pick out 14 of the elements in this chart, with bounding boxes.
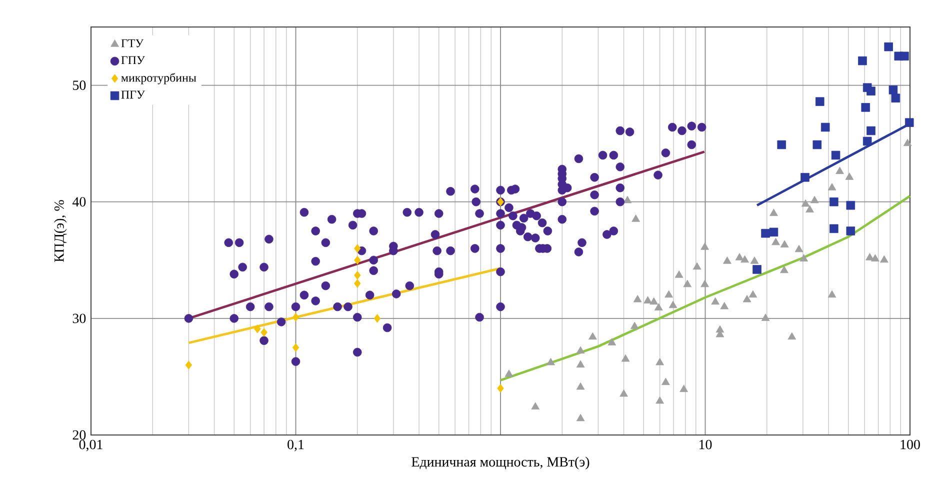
x-tick-label: 0,1	[288, 440, 304, 452]
y-tick-label: 20	[72, 430, 86, 440]
legend-label: ГТУ	[121, 39, 144, 48]
legend-label: микротурбины	[121, 73, 196, 84]
y-tick-label: 30	[72, 314, 86, 324]
y-tick-label: 50	[73, 80, 86, 90]
legend-label: ГПУ	[121, 56, 145, 64]
legend-label: ПГУ	[121, 90, 145, 99]
x-tick-label: 10	[700, 440, 712, 450]
x-axis-title: Единичная мощность, МВт(э)	[412, 456, 590, 470]
x-tick-label: 100	[900, 440, 920, 450]
y-tick-label: 40	[72, 197, 86, 207]
x-tick-label: 0,01	[79, 440, 102, 452]
y-axis-title: КПД(э), %	[54, 200, 67, 262]
